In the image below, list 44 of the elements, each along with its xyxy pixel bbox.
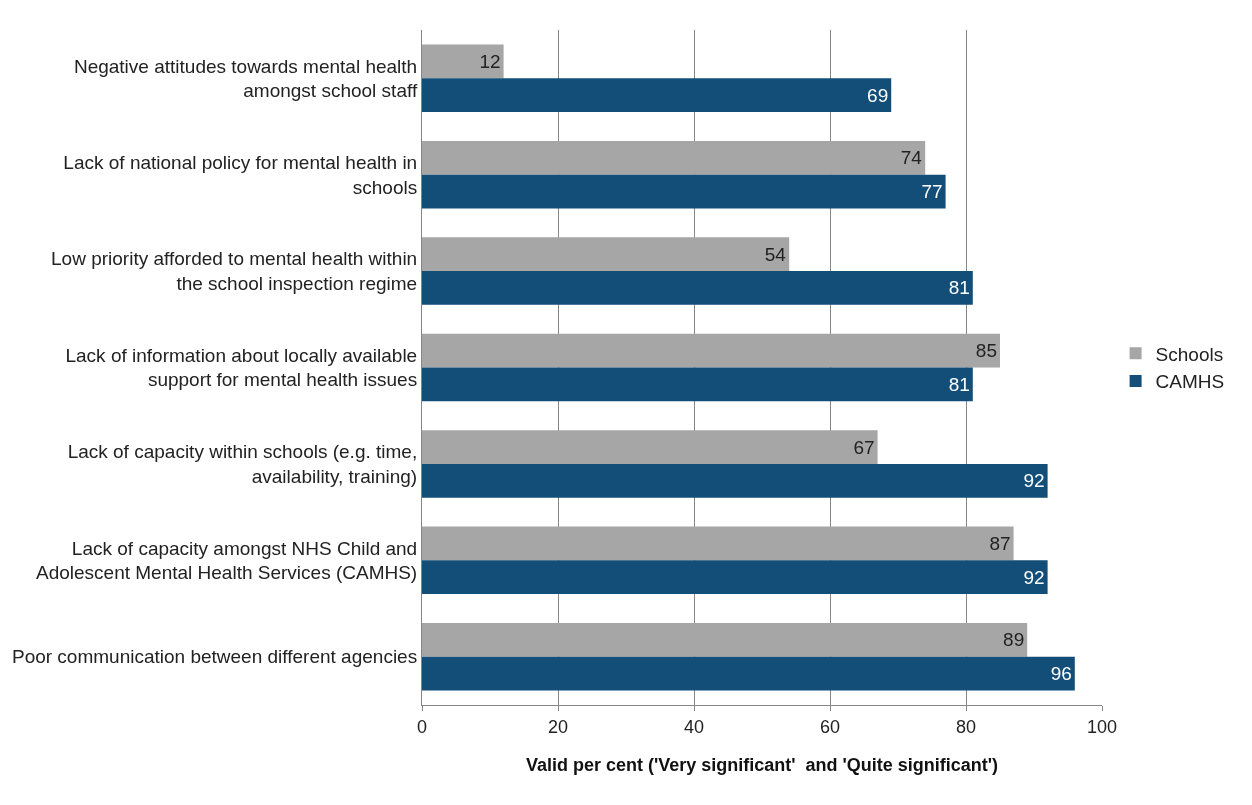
data-label: 87 [989, 532, 1011, 554]
bar [422, 430, 878, 464]
data-label: 74 [900, 147, 923, 169]
bar [422, 463, 1048, 498]
data-label: 81 [948, 373, 970, 395]
x-tick-label: 100 [1086, 716, 1118, 737]
y-tick-label: Low priority afforded to mental health within the school inspection regime [51, 248, 418, 295]
y-tick-label: Lack of capacity within schools (e.g. time, availability, training) [67, 441, 418, 487]
data-label: 67 [853, 436, 875, 458]
y-tick-label: Lack of national policy for mental health in schools [63, 151, 418, 198]
x-axis-title: Valid per cent ('Very significant' and 'Quite significant') [525, 754, 999, 775]
data-label: 77 [921, 181, 943, 203]
bar [422, 656, 1075, 691]
bar [422, 237, 790, 272]
legend-label: CAMHS [1155, 371, 1225, 393]
y-tick-label: Lack of information about locally available support for mental health issues [65, 344, 418, 391]
data-label: 92 [1023, 470, 1045, 492]
data-label: 12 [479, 50, 501, 72]
data-label: 69 [867, 84, 889, 106]
data-label: 54 [764, 243, 787, 265]
bar [422, 271, 973, 305]
bar [422, 78, 892, 112]
x-tick-label: 40 [683, 716, 705, 737]
bar [422, 44, 504, 79]
y-tick-label: Negative attitudes towards mental health amongst school staff [73, 55, 418, 102]
x-tick-label: 20 [547, 716, 569, 737]
x-tick-label: 0 [416, 716, 428, 737]
bar [422, 140, 926, 175]
bar [422, 174, 946, 209]
bar [422, 526, 1014, 561]
bar [422, 560, 1048, 595]
bar [422, 333, 1000, 368]
y-tick-label: Lack of capacity amongst NHS Child and Adolescent Mental Health Services (CAMHS) [36, 537, 418, 584]
bar [422, 623, 1028, 657]
data-label: 85 [975, 340, 997, 362]
y-tick-label: Poor communication between different agencies [11, 646, 418, 668]
data-label: 89 [1003, 629, 1025, 651]
legend-label: Schools [1155, 343, 1224, 365]
data-label: 96 [1050, 663, 1072, 685]
x-tick-label: 80 [955, 716, 977, 737]
bar [422, 367, 973, 402]
data-label: 81 [948, 277, 970, 299]
data-label: 92 [1023, 566, 1045, 588]
x-tick-label: 60 [819, 716, 841, 737]
